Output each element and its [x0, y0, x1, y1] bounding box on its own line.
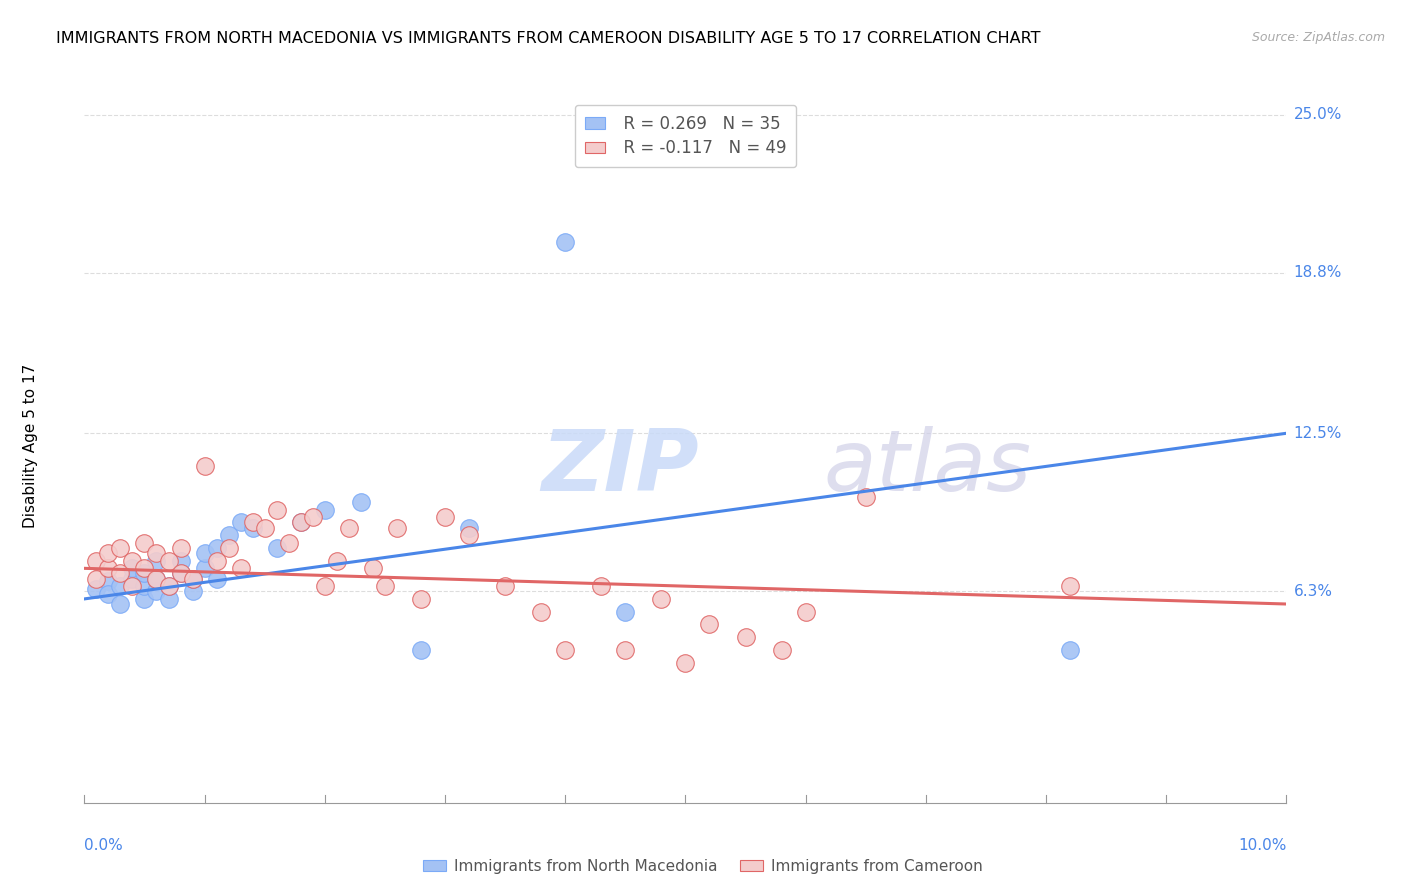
Point: [194, 546, 217, 560]
Point: [110, 579, 132, 593]
Point: [121, 554, 143, 568]
Text: 25.0%: 25.0%: [1294, 107, 1341, 122]
Point: [650, 591, 672, 606]
Legend: Immigrants from North Macedonia, Immigrants from Cameroon: Immigrants from North Macedonia, Immigra…: [418, 853, 988, 880]
Point: [614, 643, 637, 657]
Text: atlas: atlas: [824, 425, 1032, 509]
Point: [157, 579, 180, 593]
Point: [458, 528, 481, 542]
Point: [530, 605, 553, 619]
Point: [169, 566, 191, 581]
Point: [361, 561, 384, 575]
Point: [145, 572, 167, 586]
Text: Source: ZipAtlas.com: Source: ZipAtlas.com: [1251, 31, 1385, 45]
Point: [145, 546, 167, 560]
Point: [242, 520, 264, 534]
Point: [157, 591, 180, 606]
Point: [794, 605, 817, 619]
Point: [134, 591, 156, 606]
Point: [1059, 643, 1081, 657]
Point: [554, 235, 576, 249]
Point: [458, 520, 481, 534]
Point: [855, 490, 877, 504]
Point: [205, 572, 228, 586]
Point: [134, 579, 156, 593]
Point: [409, 643, 432, 657]
Point: [169, 541, 191, 555]
Text: 6.3%: 6.3%: [1294, 583, 1333, 599]
Point: [290, 516, 312, 530]
Point: [554, 643, 576, 657]
Point: [181, 584, 204, 599]
Point: [121, 572, 143, 586]
Text: 0.0%: 0.0%: [84, 838, 124, 854]
Point: [97, 546, 120, 560]
Point: [770, 643, 793, 657]
Point: [591, 579, 613, 593]
Point: [218, 528, 240, 542]
Point: [134, 566, 156, 581]
Point: [385, 520, 408, 534]
Point: [205, 554, 228, 568]
Point: [374, 579, 396, 593]
Point: [314, 579, 336, 593]
Text: 12.5%: 12.5%: [1294, 425, 1341, 441]
Point: [205, 541, 228, 555]
Point: [145, 584, 167, 599]
Point: [699, 617, 721, 632]
Point: [326, 554, 349, 568]
Point: [734, 630, 756, 644]
Text: 18.8%: 18.8%: [1294, 265, 1341, 280]
Text: ZIP: ZIP: [541, 425, 699, 509]
Point: [145, 554, 167, 568]
Point: [86, 554, 108, 568]
Text: 10.0%: 10.0%: [1239, 838, 1286, 854]
Point: [242, 516, 264, 530]
Point: [614, 605, 637, 619]
Point: [229, 516, 252, 530]
Point: [675, 656, 697, 670]
Point: [337, 520, 360, 534]
Point: [97, 561, 120, 575]
Point: [1059, 579, 1081, 593]
Point: [266, 502, 288, 516]
Point: [121, 579, 143, 593]
Point: [169, 566, 191, 581]
Point: [97, 574, 120, 588]
Point: [229, 561, 252, 575]
Point: [290, 516, 312, 530]
Point: [121, 561, 143, 575]
Point: [145, 572, 167, 586]
Point: [194, 459, 217, 474]
Point: [110, 541, 132, 555]
Point: [110, 597, 132, 611]
Point: [350, 495, 373, 509]
Point: [86, 572, 108, 586]
Point: [301, 510, 323, 524]
Point: [157, 579, 180, 593]
Legend:   R = 0.269   N = 35,   R = -0.117   N = 49: R = 0.269 N = 35, R = -0.117 N = 49: [575, 104, 796, 168]
Point: [434, 510, 457, 524]
Point: [157, 554, 180, 568]
Point: [314, 502, 336, 516]
Point: [494, 579, 516, 593]
Point: [409, 591, 432, 606]
Point: [110, 566, 132, 581]
Point: [181, 572, 204, 586]
Point: [134, 561, 156, 575]
Point: [134, 536, 156, 550]
Text: IMMIGRANTS FROM NORTH MACEDONIA VS IMMIGRANTS FROM CAMEROON DISABILITY AGE 5 TO : IMMIGRANTS FROM NORTH MACEDONIA VS IMMIG…: [56, 31, 1040, 46]
Point: [266, 541, 288, 555]
Point: [181, 572, 204, 586]
Point: [218, 541, 240, 555]
Point: [277, 536, 299, 550]
Text: Disability Age 5 to 17: Disability Age 5 to 17: [24, 364, 38, 528]
Point: [194, 561, 217, 575]
Point: [97, 587, 120, 601]
Point: [86, 582, 108, 596]
Point: [253, 520, 276, 534]
Point: [169, 554, 191, 568]
